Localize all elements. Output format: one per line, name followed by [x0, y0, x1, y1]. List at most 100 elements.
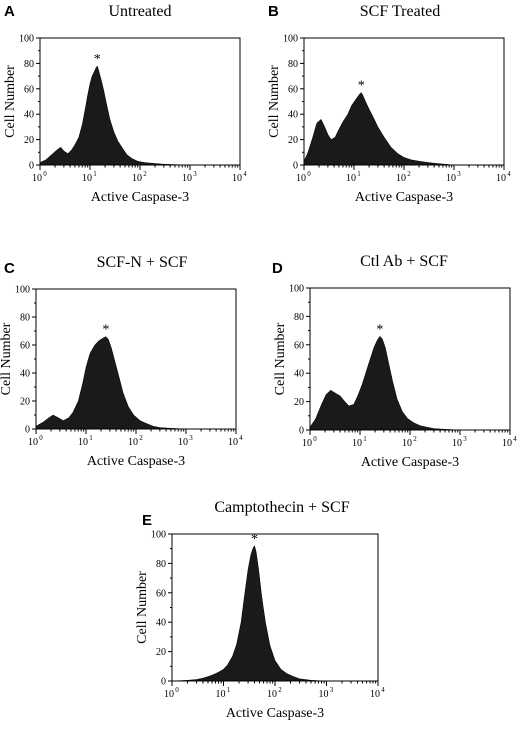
- x-tick-exponent: 2: [278, 686, 282, 694]
- x-tick-exponent: 0: [307, 170, 311, 178]
- x-tick-label: 10: [319, 689, 329, 700]
- x-tick-label: 10: [296, 173, 306, 184]
- panel-letter: D: [272, 260, 283, 277]
- y-tick-label: 0: [29, 161, 34, 172]
- y-tick-label: 100: [283, 34, 298, 45]
- y-tick-label: 40: [24, 110, 34, 121]
- panel-title: SCF Treated: [360, 3, 440, 20]
- peak-asterisk: *: [102, 323, 109, 338]
- x-tick-label: 10: [232, 173, 242, 184]
- y-tick-label: 0: [299, 426, 304, 437]
- x-tick-label: 10: [370, 689, 380, 700]
- y-tick-label: 100: [289, 284, 304, 295]
- x-tick-exponent: 1: [89, 434, 93, 442]
- y-tick-label: 20: [288, 135, 298, 146]
- x-tick-exponent: 0: [175, 686, 179, 694]
- histogram-area: [39, 65, 240, 166]
- x-tick-exponent: 4: [243, 170, 247, 178]
- x-tick-label: 10: [446, 173, 456, 184]
- y-tick-label: 40: [156, 618, 166, 629]
- x-tick-exponent: 4: [507, 170, 511, 178]
- x-tick-label: 10: [352, 438, 362, 449]
- x-axis-label: Active Caspase-3: [87, 454, 185, 469]
- panel-letter: A: [4, 3, 15, 20]
- x-tick-exponent: 0: [39, 434, 43, 442]
- x-tick-exponent: 1: [227, 686, 231, 694]
- peak-asterisk: *: [251, 532, 258, 547]
- x-tick-label: 10: [164, 689, 174, 700]
- y-tick-label: 80: [24, 59, 34, 70]
- y-tick-label: 0: [293, 161, 298, 172]
- panel-letter: E: [142, 512, 152, 529]
- x-tick-label: 10: [28, 437, 38, 448]
- y-axis-label: Cell Number: [267, 65, 282, 138]
- peak-asterisk: *: [94, 52, 101, 67]
- y-tick-label: 20: [294, 397, 304, 408]
- y-tick-label: 80: [156, 559, 166, 570]
- peak-asterisk: *: [376, 322, 383, 337]
- x-axis-label: Active Caspase-3: [355, 190, 453, 205]
- panel-title: Ctl Ab + SCF: [360, 253, 448, 270]
- histogram-area: [35, 336, 236, 430]
- x-tick-exponent: 1: [93, 170, 97, 178]
- x-tick-label: 10: [82, 173, 92, 184]
- plot-frame: [171, 533, 379, 682]
- x-tick-exponent: 4: [513, 435, 517, 443]
- y-tick-label: 40: [294, 369, 304, 380]
- x-tick-exponent: 2: [143, 170, 147, 178]
- x-tick-label: 10: [228, 437, 238, 448]
- x-tick-label: 10: [182, 173, 192, 184]
- y-axis-label: Cell Number: [0, 322, 14, 395]
- x-tick-exponent: 3: [463, 435, 467, 443]
- plot-frame: [39, 37, 241, 166]
- panel-title: Camptothecin + SCF: [214, 499, 349, 516]
- y-tick-label: 100: [151, 530, 166, 541]
- x-tick-label: 10: [216, 689, 226, 700]
- x-tick-label: 10: [346, 173, 356, 184]
- y-tick-label: 100: [15, 285, 30, 296]
- y-axis-label: Cell Number: [3, 65, 18, 138]
- x-tick-exponent: 3: [330, 686, 334, 694]
- y-axis-label: Cell Number: [273, 322, 288, 395]
- x-tick-exponent: 2: [407, 170, 411, 178]
- x-axis-label: Active Caspase-3: [91, 190, 189, 205]
- panel-letter: C: [4, 260, 15, 277]
- y-tick-label: 20: [20, 397, 30, 408]
- x-tick-exponent: 4: [381, 686, 385, 694]
- panel-title: Untreated: [108, 3, 171, 20]
- y-tick-label: 100: [19, 34, 34, 45]
- x-tick-exponent: 3: [457, 170, 461, 178]
- x-tick-label: 10: [267, 689, 277, 700]
- x-tick-label: 10: [32, 173, 42, 184]
- x-tick-label: 10: [396, 173, 406, 184]
- x-tick-exponent: 3: [189, 434, 193, 442]
- y-tick-label: 60: [288, 84, 298, 95]
- y-axis-label: Cell Number: [135, 571, 150, 644]
- x-tick-exponent: 3: [193, 170, 197, 178]
- x-tick-label: 10: [452, 438, 462, 449]
- x-tick-exponent: 4: [239, 434, 243, 442]
- panel-letter: B: [268, 3, 279, 20]
- x-tick-exponent: 1: [363, 435, 367, 443]
- histogram-area: [303, 92, 504, 166]
- y-tick-label: 0: [161, 677, 166, 688]
- y-tick-label: 60: [24, 84, 34, 95]
- histogram-area: [171, 545, 378, 682]
- x-tick-exponent: 2: [413, 435, 417, 443]
- y-tick-label: 20: [156, 647, 166, 658]
- y-tick-label: 60: [20, 341, 30, 352]
- peak-asterisk: *: [358, 79, 365, 94]
- y-tick-label: 80: [20, 313, 30, 324]
- x-tick-label: 10: [78, 437, 88, 448]
- x-tick-label: 10: [496, 173, 506, 184]
- x-tick-label: 10: [302, 438, 312, 449]
- x-tick-label: 10: [178, 437, 188, 448]
- y-tick-label: 60: [156, 588, 166, 599]
- x-tick-exponent: 2: [139, 434, 143, 442]
- histogram-area: [309, 335, 510, 431]
